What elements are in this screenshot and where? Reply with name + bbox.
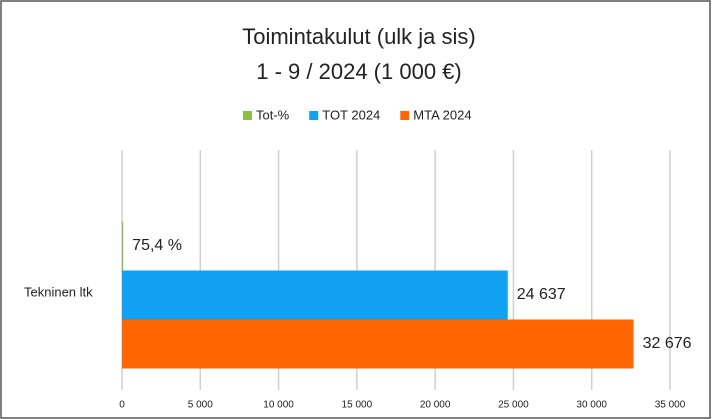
bar	[122, 319, 634, 369]
data-label: 24 637	[517, 286, 566, 303]
bar	[122, 270, 508, 320]
legend-label: TOT 2024	[322, 107, 380, 122]
data-label: 32 676	[643, 335, 692, 352]
legend-label: MTA 2024	[413, 107, 471, 122]
x-tick-label: 20 000	[420, 400, 451, 411]
legend-swatch	[400, 111, 410, 120]
x-tick-label: 25 000	[498, 400, 529, 411]
legend-label: Tot-%	[256, 107, 290, 122]
chart-title: 1 - 9 / 2024 (1 000 €)	[256, 59, 461, 84]
data-label: 75,4 %	[132, 237, 182, 254]
x-tick-label: 15 000	[342, 400, 373, 411]
x-tick-label: 30 000	[576, 400, 607, 411]
legend-swatch	[309, 111, 319, 120]
x-tick-label: 35 000	[655, 400, 686, 411]
x-tick-label: 10 000	[263, 400, 294, 411]
legend-swatch	[243, 111, 252, 120]
chart-title: Toimintakulut (ulk ja sis)	[242, 24, 476, 49]
bar	[122, 221, 124, 271]
x-tick-label: 5 000	[188, 400, 213, 411]
y-tick-label: Tekninen ltk	[24, 284, 93, 299]
x-tick-label: 0	[119, 400, 125, 411]
